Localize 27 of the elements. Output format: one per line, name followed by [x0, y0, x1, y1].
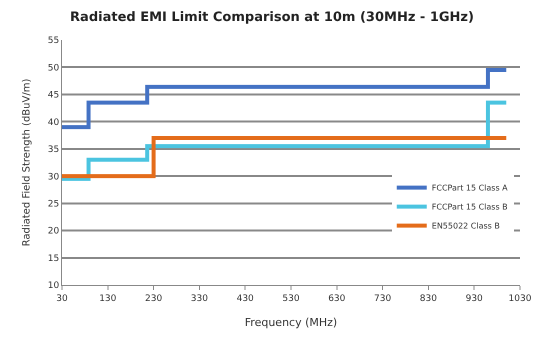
- x-tick-label: 230: [145, 294, 162, 304]
- y-tick-label: 55: [48, 36, 60, 46]
- x-axis-title: Frequency (MHz): [244, 316, 338, 329]
- chart-title: Radiated EMI Limit Comparison at 10m (30MHz - 1GHz): [70, 10, 474, 25]
- y-tick-label: 40: [48, 118, 60, 128]
- x-tick-label: 30: [56, 294, 68, 304]
- x-tick-label: 530: [282, 294, 300, 304]
- y-tick-label: 25: [48, 199, 60, 210]
- y-axis-title: Radiated Field Strength (dBuV/m): [22, 78, 33, 246]
- x-tick-label: 730: [374, 294, 392, 304]
- x-tick-label: 630: [328, 294, 346, 304]
- y-tick-label: 30: [48, 172, 60, 182]
- y-tick-label: 35: [48, 145, 60, 156]
- x-tick-label: 1030: [508, 294, 532, 304]
- legend-label: EN55022 Class B: [432, 222, 500, 231]
- x-tick-label: 130: [99, 294, 117, 304]
- y-tick-label: 50: [48, 63, 60, 74]
- y-tick-label: 20: [48, 226, 60, 237]
- x-tick-label: 830: [420, 294, 438, 304]
- x-tick-label: 930: [466, 294, 484, 304]
- legend-label: FCCPart 15 Class B: [432, 202, 508, 212]
- x-tick-label: 330: [190, 294, 208, 304]
- y-tick-label: 15: [48, 254, 60, 264]
- y-tick-label: 10: [48, 281, 60, 292]
- legend-label: FCCPart 15 Class A: [432, 184, 508, 193]
- y-tick-label: 45: [48, 90, 60, 101]
- x-tick-label: 430: [236, 294, 254, 304]
